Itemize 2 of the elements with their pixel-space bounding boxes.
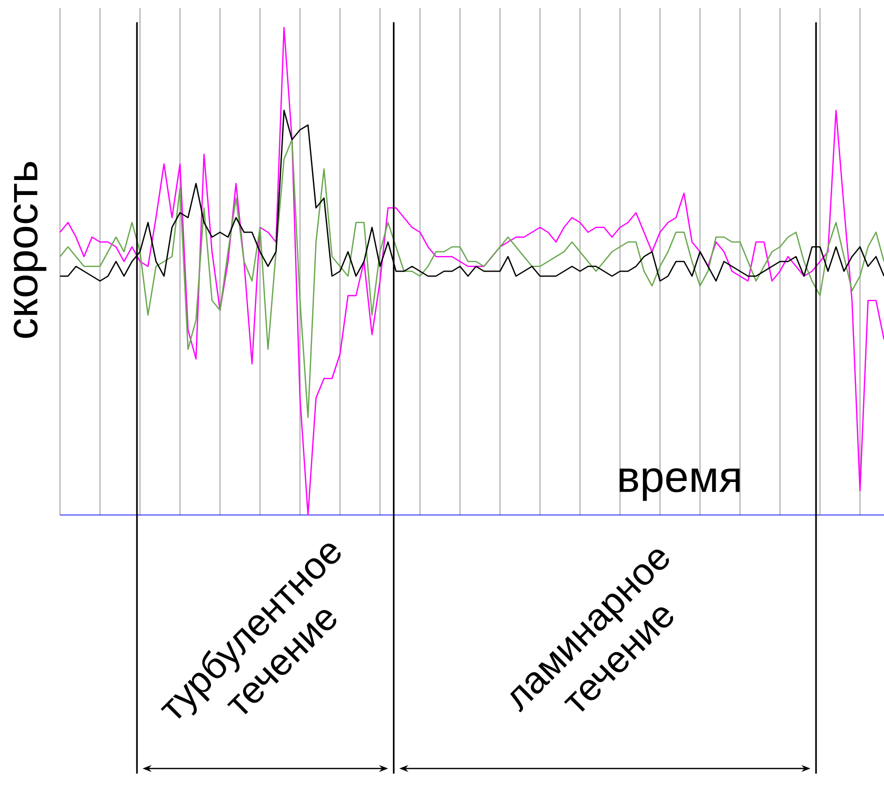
y-axis-title: скорость: [14, 162, 46, 338]
x-axis-title: время: [620, 468, 740, 501]
